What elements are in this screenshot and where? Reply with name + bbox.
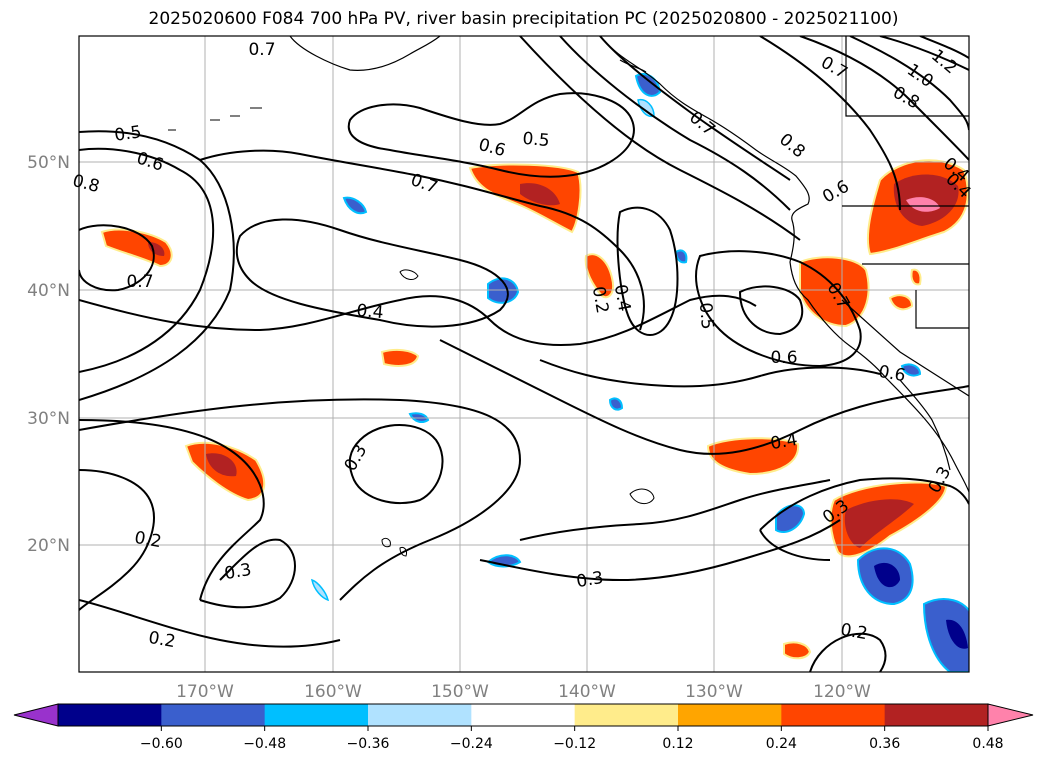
shade-strong (206, 453, 237, 477)
lon-label: 130°W (685, 682, 743, 702)
colorbar-tick-label: −0.12 (553, 736, 596, 752)
islands (168, 107, 655, 557)
contour-label: 0.7 (126, 272, 153, 292)
lat-label: 20°N (27, 536, 70, 556)
shade-positive (380, 348, 420, 367)
colorbar-tick-label: 0.48 (972, 736, 1003, 752)
shade-negative (311, 578, 330, 602)
colorbar-segment (264, 704, 369, 726)
shade-positive (783, 641, 812, 660)
pv-contours (79, 36, 969, 672)
contour-label: 0.6 (770, 348, 797, 368)
contour-label: 0.5 (522, 129, 551, 151)
lat-label: 30°N (27, 409, 70, 429)
contour-label: 0.3 (575, 568, 605, 592)
shade-positive (468, 163, 582, 234)
contour-label: 0.2 (588, 285, 612, 315)
graticule (79, 36, 969, 672)
contour-label: 0.3 (223, 560, 253, 584)
colorbar-segment (678, 704, 782, 726)
longitude-labels: 170°W 160°W 150°W 140°W 130°W 120°W (176, 682, 871, 702)
contour-label: 0.2 (839, 620, 869, 644)
shade-negative (900, 363, 922, 377)
shade-positive (584, 253, 614, 299)
lat-label: 50°N (27, 153, 70, 173)
contour-labels: 0.70.50.60.8 0.70.6 0.50.70.4 0.40.50.70.60… (70, 40, 974, 652)
contour-label: 0.7 (248, 40, 275, 60)
colorbar-tick-label: 0.24 (766, 736, 797, 752)
colorbar-extend-high (987, 703, 1034, 727)
colorbar-tick-label: −0.48 (243, 736, 286, 752)
contour-label: 0.4 (356, 301, 385, 323)
colorbar-segment (574, 704, 679, 726)
colorbar-segment (471, 704, 576, 726)
colorbar-tick-label: 0.36 (869, 736, 900, 752)
map-title: 2025020600 F084 700 hPa PV, river basin … (148, 9, 899, 29)
contour-label: 0.4 (610, 283, 634, 313)
shade-positive (910, 268, 922, 286)
shade-pink (906, 197, 940, 212)
colorbar-ticks: −0.60 −0.48 −0.36 −0.24 −0.12 0.12 0.24 0.36 0.4… (140, 726, 1004, 752)
lat-label: 40°N (27, 281, 70, 301)
shade-strong (520, 183, 560, 206)
shade-negative (922, 598, 969, 672)
contour-label: 0.2 (147, 628, 177, 652)
lon-label: 170°W (176, 682, 234, 702)
shade-strong (844, 499, 914, 548)
coastlines (289, 36, 969, 493)
shade-strong-negative (874, 562, 900, 588)
contour-label: 0.2 (133, 528, 163, 552)
map-area (79, 36, 969, 672)
colorbar (13, 703, 1034, 727)
contour-label: 0.5 (113, 122, 143, 146)
colorbar-segment (884, 704, 989, 726)
colorbar-extend-low (13, 703, 59, 727)
shade-positive (706, 437, 800, 476)
shade-strong-negative (946, 619, 968, 649)
colorbar-tick-label: 0.12 (662, 736, 693, 752)
colorbar-segment (781, 704, 886, 726)
lon-label: 160°W (304, 682, 362, 702)
contour-label: 0.6 (877, 362, 907, 386)
colorbar-tick-label: −0.60 (140, 736, 183, 752)
latitude-labels: 50°N 40°N 30°N 20°N (27, 153, 70, 556)
shade-negative (342, 196, 368, 215)
colorbar-segment (368, 704, 472, 726)
colorbar-segment (58, 704, 162, 726)
colorbar-outline (57, 703, 989, 727)
lon-label: 150°W (431, 682, 489, 702)
colorbar-tick-label: −0.36 (347, 736, 390, 752)
map-border (78, 35, 970, 673)
lon-label: 120°W (813, 682, 871, 702)
contour-label: 0.4 (769, 430, 799, 454)
colorbar-tick-label: −0.24 (450, 736, 493, 752)
contour-label: 0.5 (695, 302, 717, 331)
shade-negative (608, 397, 624, 411)
lon-label: 140°W (558, 682, 616, 702)
colorbar-segment (161, 704, 266, 726)
shade-positive (888, 294, 914, 311)
